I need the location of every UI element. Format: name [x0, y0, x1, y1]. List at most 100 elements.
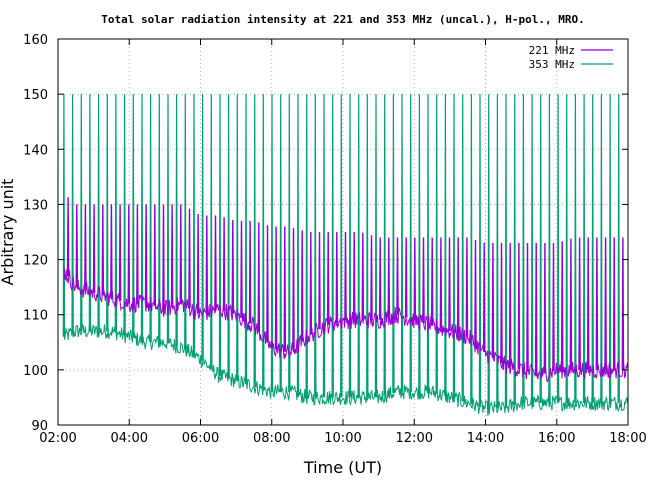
series-lines [62, 94, 628, 417]
spike-221 [75, 204, 79, 288]
spike-353 [496, 94, 499, 409]
spike-353 [374, 94, 378, 398]
spike-353 [340, 94, 343, 398]
spike-353 [201, 94, 204, 361]
spike-353 [530, 94, 534, 403]
spike-221 [474, 239, 477, 345]
spike-221 [430, 237, 434, 326]
spike-353 [236, 94, 239, 382]
spike-221 [222, 217, 226, 312]
spike-221 [422, 237, 425, 324]
spike-221 [196, 213, 200, 314]
spike-221 [170, 204, 174, 308]
spike-221 [482, 242, 486, 353]
spike-353 [600, 94, 603, 403]
spike-221 [491, 242, 495, 358]
spike-353 [331, 94, 334, 398]
x-axis-label: Time (UT) [303, 458, 382, 477]
spike-221 [517, 242, 521, 370]
spike-221 [612, 237, 616, 370]
legend-label-221: 221 MHz [529, 44, 575, 57]
spike-221 [543, 242, 547, 374]
spike-353 [461, 94, 464, 402]
spike-353 [522, 94, 525, 403]
spike-353 [470, 94, 473, 405]
spike-221 [214, 215, 217, 311]
y-tick-label: 100 [23, 364, 48, 379]
legend-label-353: 353 MHz [529, 58, 575, 71]
spike-221 [248, 220, 252, 324]
spike-221 [508, 242, 512, 367]
spike-353 [227, 94, 230, 379]
spike-221 [266, 225, 269, 343]
y-axis-label: Arbitrary unit [0, 179, 17, 286]
spike-353 [487, 94, 490, 409]
spike-221 [569, 238, 573, 370]
y-tick-label: 90 [31, 419, 48, 434]
y-tick-label: 140 [23, 143, 48, 158]
spike-221 [396, 237, 399, 316]
legend: 221 MHz 353 MHz [529, 44, 613, 71]
spike-353 [435, 94, 438, 394]
spike-221 [456, 237, 460, 334]
y-tick-label: 150 [23, 88, 48, 103]
spike-353 [539, 94, 542, 403]
spike-221 [621, 237, 625, 370]
spike-353 [452, 94, 456, 399]
spike-353 [504, 94, 508, 408]
spike-353 [400, 94, 404, 392]
spike-221 [552, 242, 555, 371]
grid-lines [58, 39, 628, 425]
spike-221 [361, 232, 365, 321]
spike-221 [136, 204, 139, 304]
spike-353 [582, 94, 586, 403]
spike-353 [262, 94, 265, 390]
spike-221 [586, 237, 590, 370]
spike-221 [274, 226, 278, 350]
spike-353 [192, 94, 196, 355]
spike-353 [548, 94, 551, 403]
spike-353 [366, 94, 369, 398]
spike-221 [188, 208, 191, 308]
spike-353 [392, 94, 395, 393]
spike-353 [106, 94, 109, 332]
spike-221 [179, 204, 183, 305]
spike-221 [283, 226, 287, 352]
spike-353 [132, 94, 135, 339]
spike-353 [80, 94, 83, 332]
spike-353 [149, 94, 152, 343]
spike-353 [565, 94, 568, 403]
spike-353 [253, 94, 256, 387]
spike-221 [534, 242, 538, 375]
spike-353 [591, 94, 594, 403]
x-tick-label: 16:00 [538, 431, 575, 446]
axis-ticks: 02:00 04:00 06:00 08:00 10:00 12:00 14:00 16:00… [23, 33, 647, 446]
spike-353 [357, 94, 360, 398]
spike-353 [166, 94, 170, 344]
spike-221 [205, 215, 209, 313]
spike-221 [127, 204, 131, 304]
spike-221 [344, 231, 347, 321]
spike-221 [595, 237, 599, 370]
spike-353 [322, 94, 326, 398]
spike-353 [513, 94, 516, 405]
spike-353 [279, 94, 282, 392]
spike-221 [240, 220, 243, 319]
spike-353 [184, 94, 187, 350]
spike-221 [387, 237, 391, 318]
x-tick-label: 02:00 [39, 431, 76, 446]
spike-353 [62, 94, 66, 337]
spike-221 [500, 242, 503, 364]
x-tick-label: 18:00 [609, 431, 646, 446]
spike-353 [140, 94, 144, 341]
spike-353 [574, 94, 577, 403]
spike-353 [556, 94, 560, 403]
spike-221 [257, 222, 261, 332]
spike-221 [370, 235, 373, 321]
spike-221 [101, 204, 105, 296]
spike-221 [309, 231, 313, 335]
x-tick-label: 08:00 [253, 431, 290, 446]
y-tick-label: 120 [23, 254, 48, 269]
spike-221 [404, 237, 408, 318]
spike-353 [608, 94, 612, 403]
